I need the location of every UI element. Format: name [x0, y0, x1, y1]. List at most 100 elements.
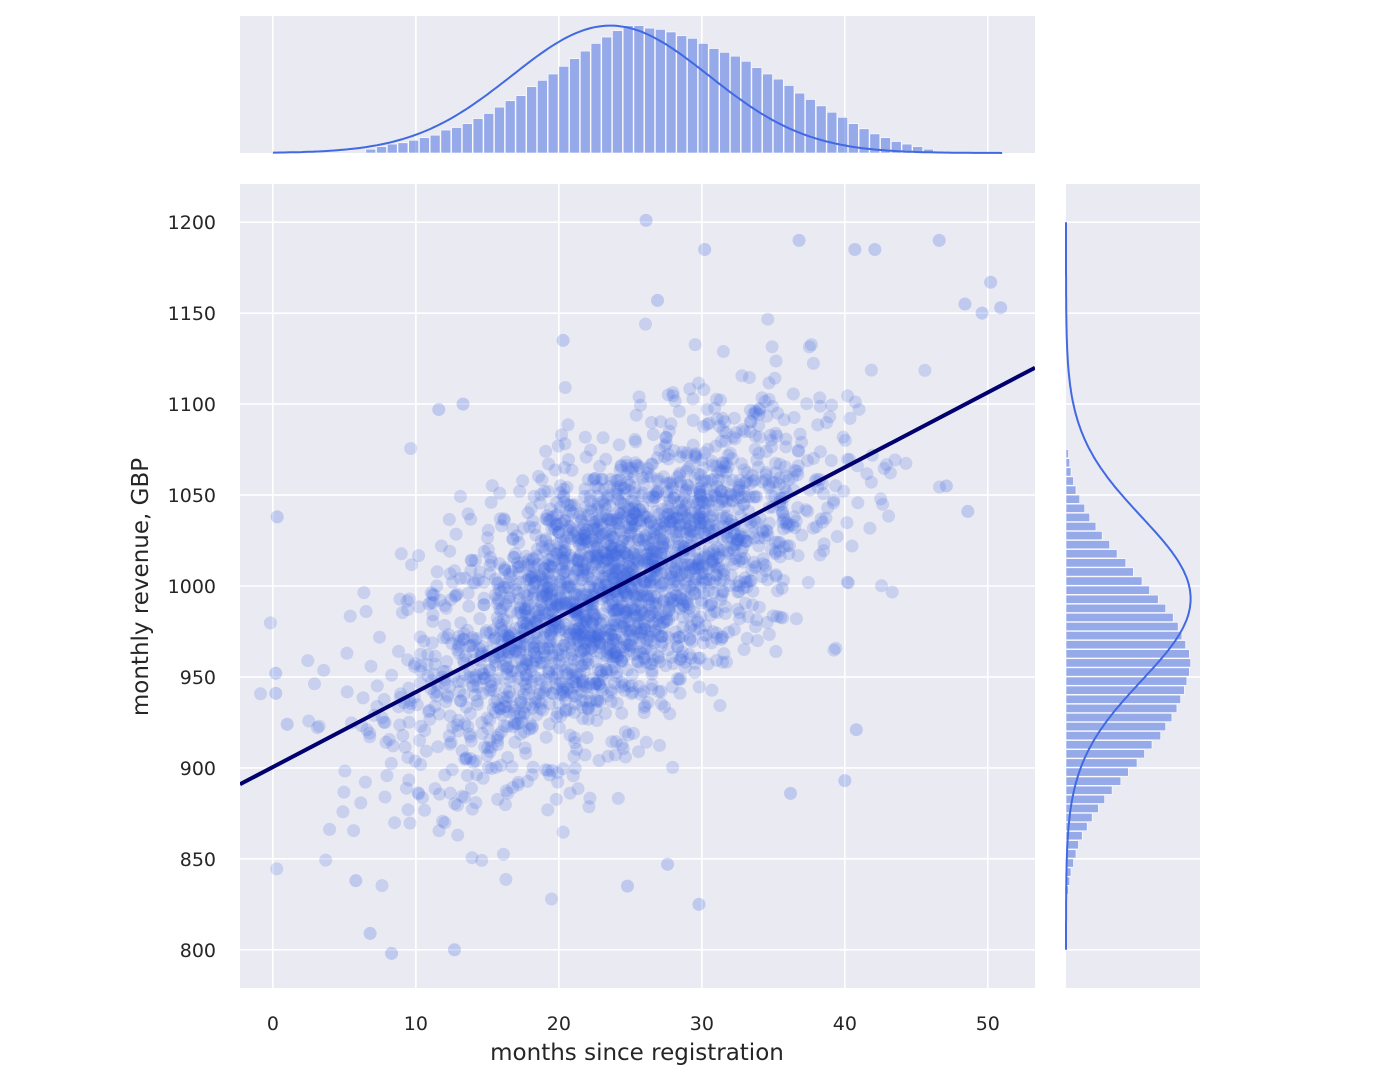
scatter-point: [578, 482, 592, 496]
scatter-point: [720, 494, 734, 508]
scatter-point: [674, 495, 688, 509]
scatter-point: [693, 487, 707, 501]
scatter-point: [541, 567, 555, 581]
scatter-point: [688, 578, 702, 591]
scatter-point: [557, 566, 571, 580]
scatter-point: [619, 586, 633, 600]
scatter-point: [653, 443, 667, 457]
scatter-point: [673, 519, 687, 533]
scatter-point: [555, 546, 569, 560]
scatter-point: [641, 552, 655, 565]
scatter-point: [566, 594, 580, 607]
scatter-point: [605, 627, 619, 641]
scatter-point: [614, 479, 628, 493]
scatter-point: [737, 581, 751, 595]
scatter-point: [672, 630, 686, 644]
scatter-point: [666, 576, 680, 590]
scatter-point: [535, 585, 549, 599]
scatter-point: [513, 601, 527, 615]
scatter-point: [577, 518, 591, 532]
scatter-point: [829, 479, 843, 493]
scatter-point: [519, 669, 533, 683]
scatter-point: [506, 532, 520, 546]
y-marginal-bar: [1065, 794, 1105, 804]
scatter-point: [693, 490, 707, 504]
scatter-point: [417, 634, 431, 648]
y-marginal-bar: [1065, 713, 1173, 722]
scatter-point: [509, 644, 523, 658]
scatter-point: [529, 650, 543, 664]
scatter-point: [691, 467, 705, 481]
scatter-point: [691, 616, 705, 629]
scatter-point: [540, 581, 554, 595]
scatter-point: [518, 725, 531, 739]
scatter-point: [680, 595, 694, 609]
scatter-point: [673, 686, 687, 700]
scatter-point: [684, 506, 698, 520]
scatter-point: [545, 892, 558, 906]
scatter-point: [638, 622, 652, 636]
scatter-point: [554, 709, 568, 723]
scatter-point: [458, 752, 472, 766]
scatter-point: [736, 530, 750, 544]
scatter-point: [683, 565, 697, 579]
scatter-point: [558, 551, 571, 565]
scatter-point: [375, 879, 389, 893]
scatter-point: [689, 656, 702, 670]
scatter-point: [632, 745, 646, 759]
scatter-point: [734, 528, 748, 542]
scatter-point: [631, 599, 645, 612]
scatter-point: [468, 554, 482, 567]
scatter-point: [336, 805, 350, 819]
scatter-point: [681, 598, 695, 612]
scatter-point: [584, 629, 598, 643]
scatter-point: [721, 448, 735, 462]
scatter-point: [563, 636, 577, 650]
scatter-point: [662, 448, 675, 461]
scatter-point: [535, 656, 549, 670]
scatter-point: [660, 476, 674, 490]
scatter-point: [676, 592, 690, 606]
y-marginal-bar: [1065, 585, 1150, 595]
x-marginal-bar: [547, 73, 559, 154]
scatter-point: [548, 522, 562, 536]
scatter-point: [453, 571, 467, 585]
scatter-point: [745, 469, 759, 483]
scatter-point: [592, 530, 606, 544]
scatter-point: [426, 614, 440, 628]
scatter-point: [702, 524, 716, 538]
scatter-point: [720, 475, 734, 488]
scatter-point: [444, 593, 458, 607]
scatter-point: [668, 625, 682, 639]
scatter-point: [837, 484, 851, 498]
scatter-point: [581, 508, 595, 522]
scatter-point: [712, 473, 726, 487]
scatter-point: [605, 544, 619, 558]
scatter-point: [585, 551, 599, 565]
scatter-point: [457, 632, 471, 646]
scatter-point: [527, 587, 541, 601]
scatter-point: [618, 546, 632, 560]
scatter-point: [593, 637, 607, 650]
scatter-point: [659, 515, 673, 529]
scatter-point: [674, 653, 688, 667]
x-tick-label: 30: [690, 1013, 714, 1035]
scatter-point: [537, 686, 551, 700]
scatter-point: [563, 786, 577, 800]
scatter-point: [673, 630, 686, 644]
scatter-point: [438, 618, 452, 632]
scatter-point: [627, 629, 641, 643]
scatter-point: [509, 664, 523, 678]
scatter-point: [468, 688, 482, 702]
scatter-point: [696, 571, 710, 585]
scatter-point: [758, 394, 772, 408]
scatter-point: [620, 459, 634, 472]
scatter-point: [555, 558, 569, 572]
scatter-point: [582, 550, 596, 564]
scatter-point: [608, 604, 622, 618]
scatter-point: [762, 516, 776, 530]
scatter-point: [338, 764, 352, 778]
scatter-point: [648, 624, 662, 638]
scatter-point: [559, 564, 573, 578]
scatter-point: [523, 520, 537, 534]
